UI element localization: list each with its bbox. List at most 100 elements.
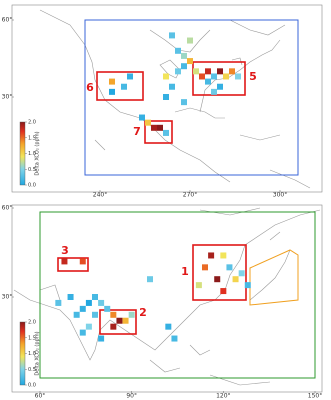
region-label: 7 <box>133 125 141 138</box>
data-cell <box>98 299 105 306</box>
study-domain <box>84 19 299 176</box>
colorbar-tick-label: 1.5 <box>28 335 36 341</box>
data-cell <box>211 73 217 80</box>
colorbar <box>19 121 26 186</box>
data-cell <box>211 88 217 95</box>
data-cell <box>85 323 92 330</box>
data-cell <box>104 305 111 312</box>
colorbar-tick-label: 2.0 <box>28 320 36 326</box>
data-cell <box>229 68 235 75</box>
data-cell <box>110 311 117 318</box>
lat-tick-label: 60° <box>2 17 13 24</box>
data-cell <box>238 270 245 277</box>
data-cell <box>199 73 205 80</box>
data-cell <box>157 124 163 131</box>
data-cell <box>223 73 229 80</box>
data-cell <box>151 124 157 131</box>
lon-tick-label: 300° <box>273 192 287 199</box>
data-cell <box>175 68 181 75</box>
lat-tick-label: 30° <box>2 294 13 301</box>
region-box <box>192 61 246 96</box>
data-cell <box>109 88 115 95</box>
lon-tick-label: 60° <box>35 393 46 400</box>
data-cell <box>220 252 227 259</box>
data-cell <box>110 323 117 330</box>
lon-tick-label: 270° <box>183 192 197 199</box>
data-cell <box>127 73 133 80</box>
data-cell <box>92 311 98 318</box>
region-label: 1 <box>181 265 189 278</box>
map-frame <box>11 204 323 393</box>
colorbar-tick-label: 2.0 <box>28 120 36 126</box>
data-cell <box>235 73 241 80</box>
data-cell <box>116 317 123 324</box>
region-label: 2 <box>139 306 147 319</box>
data-cell <box>187 37 193 44</box>
data-cell <box>67 294 74 300</box>
colorbar-tick-label: 1.0 <box>28 351 36 357</box>
data-cell <box>139 114 145 121</box>
data-cell <box>109 78 115 85</box>
data-cell <box>244 282 251 289</box>
data-cell <box>202 264 208 271</box>
data-cell <box>169 32 175 39</box>
data-cell <box>79 258 86 265</box>
region-label: 3 <box>61 244 69 257</box>
region-label: 5 <box>249 70 257 83</box>
region-box <box>57 257 89 272</box>
data-cell <box>145 119 151 126</box>
region-box <box>99 309 137 335</box>
data-cell <box>169 83 175 90</box>
study-domain <box>39 211 316 379</box>
data-cell <box>187 58 193 65</box>
data-cell <box>79 305 86 312</box>
colorbar-label: Delta XCO₂ (ppm) <box>35 131 41 175</box>
map-frame <box>11 4 323 193</box>
panel-bottom <box>11 204 323 393</box>
region-box <box>96 71 144 101</box>
data-cell <box>122 317 129 324</box>
data-cell <box>92 294 98 300</box>
data-cell <box>232 276 239 283</box>
colorbar <box>19 321 26 386</box>
colorbar-tick-label: 0.0 <box>28 383 36 389</box>
colorbar-label: Delta XCO₂ (ppm) <box>35 331 41 375</box>
data-cell <box>79 329 86 336</box>
data-cell <box>181 99 187 106</box>
region-box <box>192 244 247 301</box>
data-cell <box>214 276 221 283</box>
data-cell <box>128 311 135 318</box>
colorbar-tick-label: 1.0 <box>28 151 36 157</box>
data-cell <box>163 73 169 80</box>
data-cell <box>165 323 172 330</box>
data-cell <box>205 78 211 85</box>
data-cell <box>163 129 169 136</box>
data-cell <box>171 335 178 342</box>
data-cell <box>220 288 227 295</box>
data-cell <box>147 276 153 283</box>
colorbar-tick-label: 0.5 <box>28 167 36 173</box>
panel-top <box>11 4 323 193</box>
colorbar-tick-label: 0.5 <box>28 367 36 373</box>
data-cell <box>193 68 199 75</box>
data-cell <box>208 252 215 259</box>
lon-tick-label: 90° <box>126 393 137 400</box>
lon-tick-label: 150° <box>308 393 322 400</box>
data-cell <box>73 311 80 318</box>
colorbar-tick-label: 1.5 <box>28 135 36 141</box>
lon-tick-label: 120° <box>216 393 230 400</box>
lat-tick-label: 30° <box>2 94 13 101</box>
data-cell <box>121 83 127 90</box>
data-cell <box>195 282 202 289</box>
coastline <box>13 207 321 386</box>
region-box <box>144 120 173 144</box>
data-cell <box>98 335 105 342</box>
data-cell <box>175 47 181 54</box>
lat-tick-label: 60° <box>2 205 13 212</box>
data-cell <box>217 68 223 75</box>
data-cell <box>205 68 211 75</box>
data-cell <box>181 52 187 59</box>
region-label: 6 <box>86 81 94 94</box>
lon-tick-label: 240° <box>93 192 107 199</box>
